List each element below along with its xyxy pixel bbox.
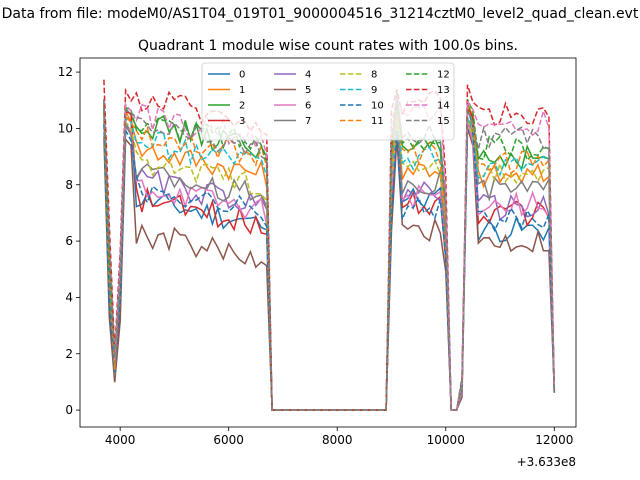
y-tick-label: 2 xyxy=(65,347,73,361)
series-line-9 xyxy=(103,106,556,411)
series-line-10 xyxy=(103,123,556,411)
x-tick-label: 6000 xyxy=(213,433,244,447)
series-line-14 xyxy=(103,94,556,411)
legend-label-9: 9 xyxy=(371,85,377,96)
x-tick-label: 4000 xyxy=(105,433,136,447)
series-line-3 xyxy=(103,105,556,411)
legend-label-2: 2 xyxy=(239,101,245,112)
legend-label-12: 12 xyxy=(437,70,450,81)
y-tick-label: 6 xyxy=(65,234,73,248)
y-tick-label: 10 xyxy=(58,121,73,135)
legend-label-5: 5 xyxy=(305,85,311,96)
legend-label-15: 15 xyxy=(437,116,450,127)
y-axis: 0 2 4 6 8 10 12 xyxy=(58,65,80,417)
x-tick-label: 10000 xyxy=(427,433,465,447)
legend-label-7: 7 xyxy=(305,116,311,127)
series-line-12 xyxy=(103,95,556,411)
legend-label-6: 6 xyxy=(305,101,311,112)
legend-label-11: 11 xyxy=(371,116,384,127)
suptitle: Data from file: modeM0/AS1T04_019T01_900… xyxy=(2,6,639,22)
series-line-15 xyxy=(103,96,556,411)
y-tick-label: 8 xyxy=(65,178,73,192)
series-line-6 xyxy=(103,118,556,411)
plot-area xyxy=(79,57,577,428)
x-offset-label: +3.633e8 xyxy=(517,455,576,469)
legend-label-1: 1 xyxy=(239,85,245,96)
legend-label-0: 0 xyxy=(239,70,245,81)
legend-label-13: 13 xyxy=(437,85,450,96)
legend-label-4: 4 xyxy=(305,70,311,81)
y-tick-label: 12 xyxy=(58,65,73,79)
legend-label-3: 3 xyxy=(239,116,245,127)
legend-label-8: 8 xyxy=(371,70,377,81)
x-tick-label: 12000 xyxy=(535,433,573,447)
series-line-11 xyxy=(103,104,556,411)
x-axis: 4000 6000 8000 10000 12000 xyxy=(105,427,573,447)
series-line-13 xyxy=(103,79,556,411)
y-tick-label: 4 xyxy=(65,290,73,304)
plot-lines xyxy=(103,79,556,411)
legend-frame xyxy=(201,62,455,141)
legend-label-10: 10 xyxy=(371,101,384,112)
y-tick-label: 0 xyxy=(65,403,73,417)
chart-title: Quadrant 1 module wise count rates with … xyxy=(138,38,518,54)
x-tick-label: 8000 xyxy=(322,433,353,447)
legend-label-14: 14 xyxy=(437,101,450,112)
series-line-0 xyxy=(103,106,556,411)
